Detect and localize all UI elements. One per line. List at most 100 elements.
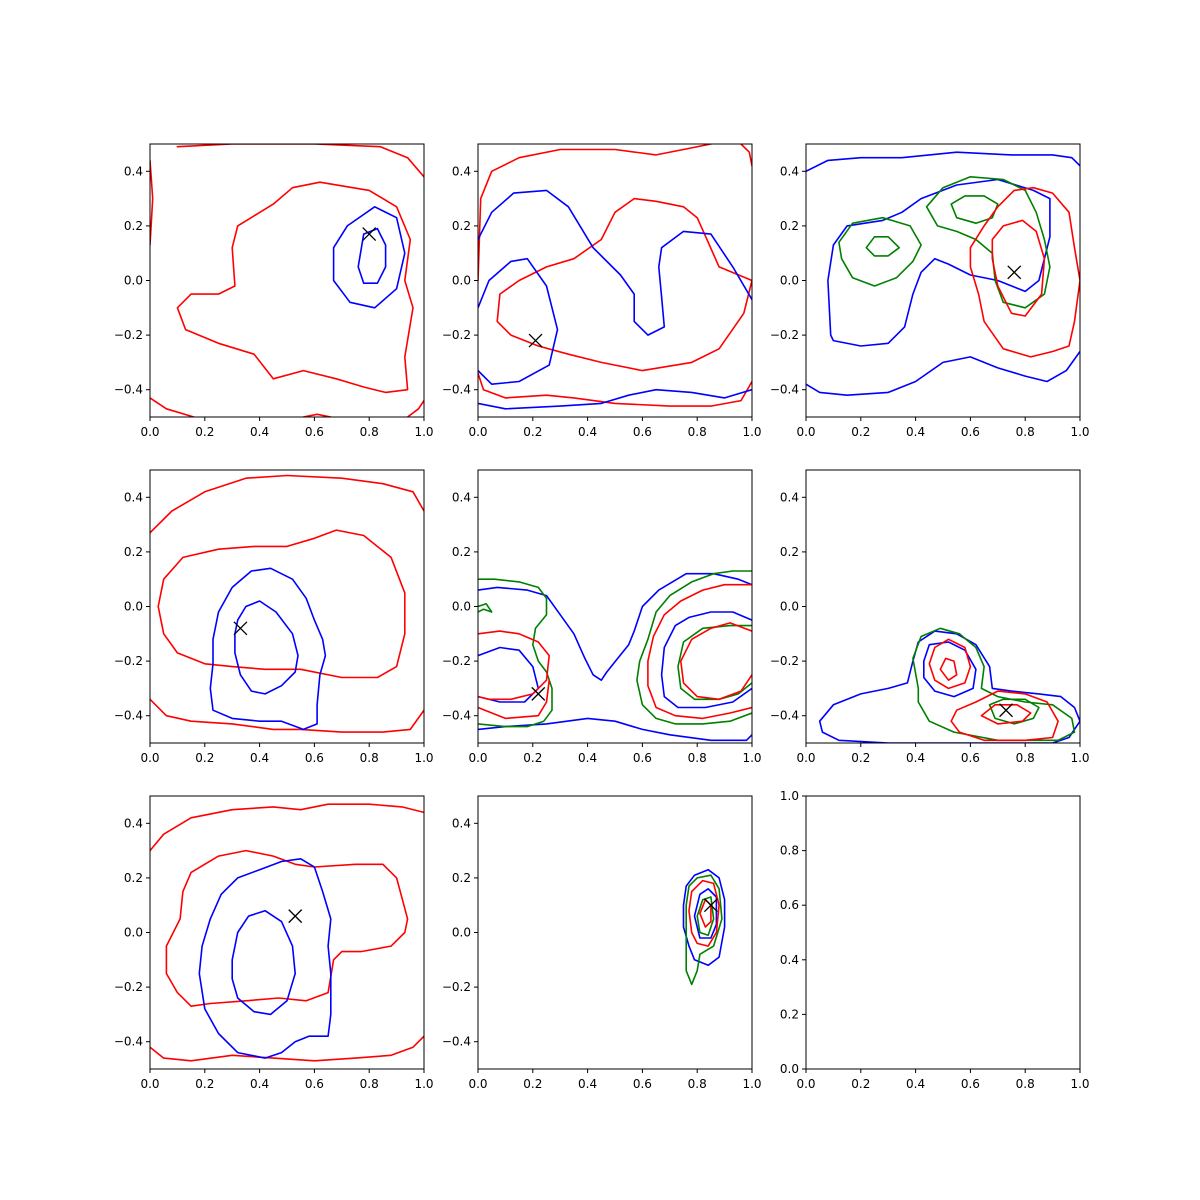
contour-line-red xyxy=(176,181,414,394)
y-tick-label: 0.2 xyxy=(780,545,799,559)
contour-line-red xyxy=(150,159,154,246)
contour-line-blue xyxy=(818,630,1080,743)
y-tick-label: −0.2 xyxy=(770,328,799,342)
y-tick-label: 0.0 xyxy=(452,926,471,940)
x-marker xyxy=(233,621,248,636)
contour-line-blue xyxy=(478,646,540,703)
x-marker-stroke xyxy=(703,898,718,913)
contour-line-red xyxy=(478,144,712,282)
x-tick-label: 0.2 xyxy=(195,425,214,439)
contour-line-red xyxy=(740,144,752,167)
contour-line-red xyxy=(150,397,195,417)
x-tick-label: 0.8 xyxy=(360,425,379,439)
contour-line-green xyxy=(950,195,999,224)
x-tick-label: 1.0 xyxy=(1070,751,1089,765)
axes-frame xyxy=(805,795,1081,1070)
contour-line-green xyxy=(636,570,752,725)
y-tick-label: 0.4 xyxy=(452,164,471,178)
y-tick-label: −0.4 xyxy=(114,1035,143,1049)
y-tick-label: 0.2 xyxy=(124,219,143,233)
x-tick-label: 0.8 xyxy=(360,751,379,765)
contour-line-red xyxy=(150,803,424,852)
contour-line-green xyxy=(838,216,922,287)
y-tick-label: −0.2 xyxy=(442,654,471,668)
contour-line-red xyxy=(680,622,752,701)
x-tick-label: 0.8 xyxy=(1016,1077,1035,1091)
x-tick-label: 0.6 xyxy=(961,425,980,439)
contour-line-red xyxy=(980,704,1032,725)
x-marker xyxy=(288,909,303,924)
contour-line-red xyxy=(991,219,1046,317)
x-tick-label: 0.4 xyxy=(250,1077,269,1091)
x-tick-label: 0.6 xyxy=(305,751,324,765)
x-tick-label: 0.6 xyxy=(633,425,652,439)
y-tick-label: −0.2 xyxy=(442,328,471,342)
x-tick-label: 0.6 xyxy=(633,751,652,765)
x-tick-label: 1.0 xyxy=(414,1077,433,1091)
contour-line-red xyxy=(928,638,972,690)
y-tick-label: −0.4 xyxy=(770,709,799,723)
y-tick-label: −0.2 xyxy=(114,328,143,342)
contour-line-red xyxy=(157,529,406,679)
y-tick-label: 0.4 xyxy=(780,164,799,178)
x-marker-stroke xyxy=(1007,265,1022,280)
x-tick-label: 0.2 xyxy=(195,1077,214,1091)
x-tick-label: 0.2 xyxy=(851,751,870,765)
contour-line-green xyxy=(988,698,1040,725)
x-tick-label: 0.6 xyxy=(305,425,324,439)
contour-line-blue xyxy=(231,909,296,1016)
x-tick-label: 1.0 xyxy=(742,751,761,765)
y-tick-label: 0.2 xyxy=(124,871,143,885)
subplot-8: 0.0 0.2 0.4 0.6 0.8 1.0 −0.4 −0.2 0.0 0.2 0.4 xyxy=(442,795,762,1091)
contour-line-red xyxy=(150,474,424,534)
y-tick-label: 0.2 xyxy=(452,871,471,885)
contour-line-red xyxy=(939,657,958,681)
x-tick-label: 1.0 xyxy=(1070,425,1089,439)
contour-line-red xyxy=(496,197,752,372)
x-tick-label: 0.2 xyxy=(851,1077,870,1091)
y-tick-label: −0.2 xyxy=(442,980,471,994)
contour-group xyxy=(478,144,752,410)
x-tick-label: 0.6 xyxy=(633,1077,652,1091)
y-tick-label: 1.0 xyxy=(780,789,799,803)
x-marker xyxy=(528,333,543,348)
contour-line-red xyxy=(406,399,424,417)
contour-line-green xyxy=(925,176,1051,309)
contour-line-red xyxy=(176,144,424,178)
x-marker xyxy=(362,227,377,242)
y-tick-label: −0.4 xyxy=(442,383,471,397)
contour-line-blue xyxy=(923,641,977,698)
subplot-6: 0.0 0.2 0.4 0.6 0.8 1.0 −0.4 −0.2 0.0 0.2 0.4 xyxy=(770,469,1090,765)
x-marker-stroke xyxy=(528,333,543,348)
subplot-4: 0.0 0.2 0.4 0.6 0.8 1.0 −0.4 −0.2 0.0 0.2 0.4 xyxy=(114,469,434,765)
contour-line-green xyxy=(478,578,553,728)
contour-line-red xyxy=(969,186,1080,358)
x-tick-label: 0.4 xyxy=(578,425,597,439)
x-tick-label: 0.6 xyxy=(961,1077,980,1091)
contour-line-blue xyxy=(198,858,332,1059)
y-tick-label: 0.0 xyxy=(780,600,799,614)
axes-frame xyxy=(805,469,1081,744)
y-tick-label: −0.4 xyxy=(442,1035,471,1049)
x-tick-label: 0.8 xyxy=(1016,425,1035,439)
y-tick-label: 0.2 xyxy=(780,219,799,233)
y-tick-label: 0.6 xyxy=(780,898,799,912)
contour-line-blue xyxy=(357,227,387,284)
y-tick-label: 0.0 xyxy=(780,1062,799,1076)
y-tick-label: 0.8 xyxy=(780,844,799,858)
contour-line-red xyxy=(647,583,752,720)
x-tick-label: 1.0 xyxy=(742,425,761,439)
contour-line-green xyxy=(912,627,1076,742)
x-marker xyxy=(1007,265,1022,280)
x-marker-stroke xyxy=(362,227,377,242)
x-tick-label: 0.0 xyxy=(796,1077,815,1091)
y-tick-label: 0.4 xyxy=(452,816,471,830)
x-tick-label: 0.6 xyxy=(305,1077,324,1091)
x-marker xyxy=(999,703,1013,718)
y-tick-label: −0.2 xyxy=(114,980,143,994)
axes-frame xyxy=(149,469,425,744)
contour-line-red xyxy=(150,698,424,733)
x-tick-label: 0.0 xyxy=(468,425,487,439)
contour-line-blue xyxy=(478,717,752,742)
